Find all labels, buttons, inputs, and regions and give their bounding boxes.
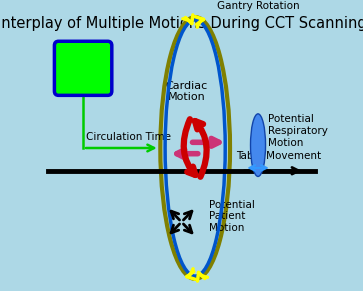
Ellipse shape (250, 114, 266, 176)
Text: Interplay of Multiple Motions During CCT Scanning: Interplay of Multiple Motions During CCT… (0, 16, 363, 31)
Text: Potential
Patient
Motion: Potential Patient Motion (209, 200, 255, 233)
Text: Cardiac
Motion: Cardiac Motion (166, 81, 208, 102)
Text: Table Movement: Table Movement (236, 151, 321, 161)
Text: Potential
Respiratory
Motion: Potential Respiratory Motion (268, 114, 327, 148)
Text: IV
Contrast: IV Contrast (54, 54, 112, 82)
Text: Gantry Rotation: Gantry Rotation (217, 1, 299, 11)
FancyBboxPatch shape (54, 41, 112, 95)
Text: Circulation Time: Circulation Time (86, 132, 171, 142)
